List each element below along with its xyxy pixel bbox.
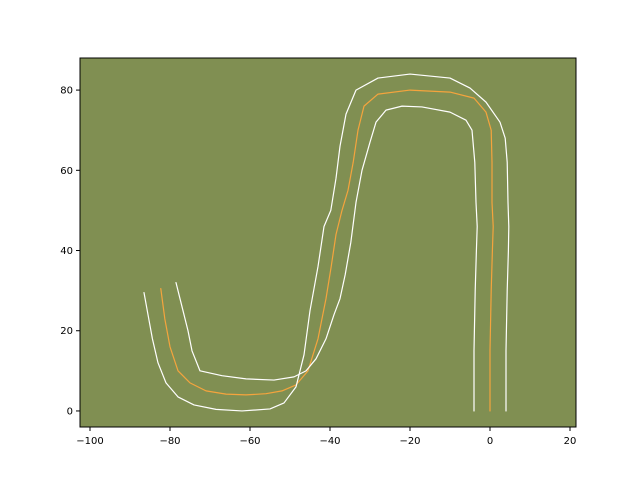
- y-tick-label: 0: [67, 406, 73, 417]
- x-tick-label: −60: [239, 436, 260, 447]
- x-axis: −100 −80 −60 −40 −20 0 20: [76, 427, 576, 447]
- x-tick-label: −80: [159, 436, 180, 447]
- y-tick-label: 60: [60, 166, 73, 177]
- series-layer: [143, 73, 510, 412]
- y-tick-label: 40: [60, 246, 73, 257]
- inner-boundary-line: [175, 105, 478, 412]
- x-tick-label: −20: [399, 436, 420, 447]
- plot-area: [79, 57, 577, 428]
- x-tick-label: −40: [319, 436, 340, 447]
- x-tick-label: 20: [564, 436, 577, 447]
- y-axis: 0 20 40 60 80: [60, 86, 80, 417]
- x-tick-label: 0: [487, 436, 493, 447]
- y-tick-label: 80: [60, 86, 73, 97]
- x-tick-label: −100: [76, 436, 103, 447]
- y-tick-label: 20: [60, 326, 73, 337]
- outer-boundary-line: [143, 73, 510, 412]
- centerline-line: [160, 89, 494, 412]
